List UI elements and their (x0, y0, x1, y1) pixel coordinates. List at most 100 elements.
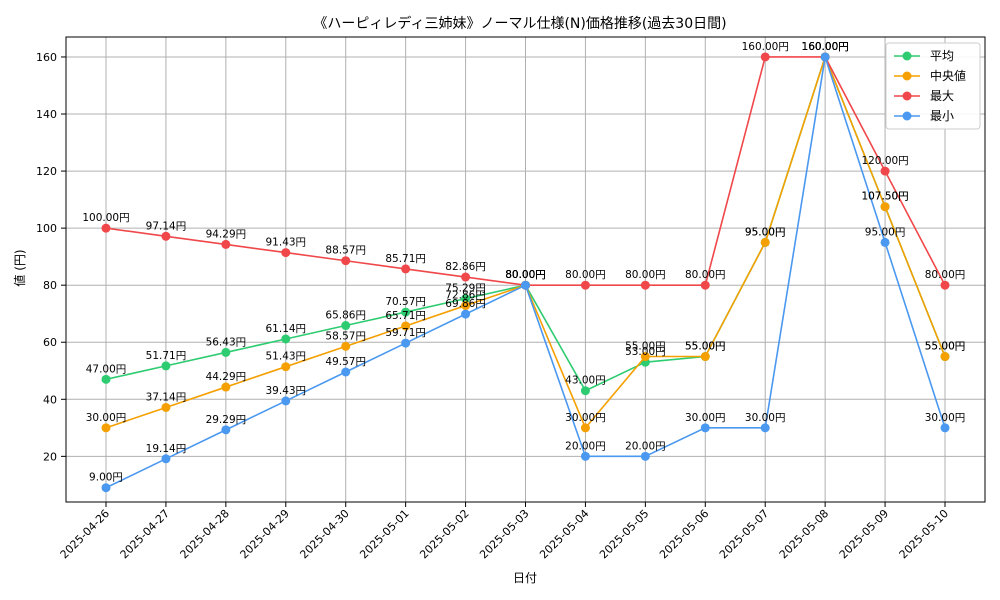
data-label: 55.00円 (925, 341, 966, 353)
data-label: 53.00円 (625, 346, 666, 358)
series-point (341, 341, 351, 351)
series-point (101, 374, 111, 384)
data-label: 80.00円 (685, 269, 726, 281)
series-lines (101, 52, 950, 493)
data-label: 120.00円 (861, 155, 908, 167)
series-point (401, 338, 411, 348)
series-point (221, 425, 231, 435)
y-tick-label: 60 (43, 336, 57, 349)
data-label: 55.00円 (685, 341, 726, 353)
legend-label: 最小 (930, 109, 954, 123)
data-label: 55.00円 (685, 341, 726, 353)
data-label: 58.57円 (325, 330, 366, 342)
series-point (401, 307, 411, 317)
series-point (161, 231, 171, 241)
data-label: 94.29円 (206, 228, 247, 240)
series-point (940, 352, 950, 362)
data-label: 80.00円 (505, 269, 546, 281)
legend-swatch-marker (902, 111, 912, 121)
y-tick-label: 160 (36, 51, 57, 64)
data-label: 88.57円 (325, 245, 366, 257)
data-label: 30.00円 (745, 412, 786, 424)
series-point (880, 166, 890, 176)
x-tick-label: 2025-05-04 (537, 507, 591, 561)
data-label: 80.00円 (505, 269, 546, 281)
legend-label: 中央値 (930, 68, 966, 83)
series-point (760, 423, 770, 433)
series-point (161, 361, 171, 371)
data-label: 70.57円 (385, 296, 426, 308)
series-point (461, 272, 471, 282)
data-label: 51.71円 (146, 350, 187, 362)
data-label: 107.50円 (861, 191, 908, 203)
data-label: 160.00円 (802, 41, 849, 53)
data-label: 44.29円 (206, 371, 247, 383)
series-point (580, 386, 590, 396)
series-point (700, 280, 710, 290)
data-label: 80.00円 (625, 269, 666, 281)
data-label: 91.43円 (266, 237, 307, 249)
series-point (281, 334, 291, 344)
series-point (101, 223, 111, 233)
x-tick-label: 2025-05-08 (777, 507, 831, 561)
data-label: 65.86円 (325, 310, 366, 322)
data-label: 85.71円 (385, 253, 426, 265)
series-point (700, 352, 710, 362)
series-point (101, 483, 111, 493)
series-point (880, 202, 890, 212)
series-point (101, 423, 111, 433)
series-point (221, 347, 231, 357)
legend-swatch-marker (902, 71, 912, 81)
data-label: 80.00円 (565, 269, 606, 281)
data-label: 56.43円 (206, 336, 247, 348)
data-label: 9.00円 (89, 472, 123, 484)
data-label: 95.00円 (745, 226, 786, 238)
data-label: 20.00円 (565, 440, 606, 452)
series-point (820, 52, 830, 62)
series-point (461, 309, 471, 319)
data-label: 160.00円 (742, 41, 789, 53)
y-tick-label: 140 (36, 108, 57, 121)
legend-swatch-marker (902, 51, 912, 61)
series-point (940, 423, 950, 433)
x-tick-label: 2025-04-29 (238, 507, 292, 561)
x-tick-label: 2025-04-28 (178, 507, 232, 561)
x-tick-label: 2025-05-02 (417, 507, 471, 561)
chart-title: 《ハーピィレディ三姉妹》ノーマル仕様(N)価格推移(過去30日間) (313, 15, 726, 32)
data-label: 39.43円 (266, 385, 307, 397)
series-point (580, 280, 590, 290)
series-point (161, 402, 171, 412)
x-tick-label: 2025-04-30 (297, 507, 351, 561)
y-axis-label: 値 (円) (12, 249, 27, 286)
data-label: 55.00円 (625, 341, 666, 353)
y-tick-label: 20 (43, 450, 57, 463)
x-tick-label: 2025-04-26 (58, 507, 112, 561)
data-label: 55.00円 (925, 341, 966, 353)
x-tick-label: 2025-05-03 (477, 507, 531, 561)
data-label: 30.00円 (86, 412, 127, 424)
data-label: 97.14円 (146, 220, 187, 232)
data-label: 95.00円 (745, 226, 786, 238)
x-tick-label: 2025-05-06 (657, 507, 711, 561)
series-point (700, 423, 710, 433)
series-point (640, 451, 650, 461)
data-label: 80.00円 (505, 269, 546, 281)
data-label: 72.86円 (445, 290, 486, 302)
legend-box (885, 42, 981, 130)
series-point (521, 280, 530, 290)
data-label: 80.00円 (505, 269, 546, 281)
data-label: 61.14円 (266, 323, 307, 335)
series-point (161, 454, 171, 464)
series-point (640, 280, 650, 290)
data-label: 30.00円 (925, 412, 966, 424)
data-label: 47.00円 (86, 363, 127, 375)
data-label: 51.43円 (266, 351, 307, 363)
series-point (281, 396, 291, 406)
series-point (221, 239, 231, 249)
data-label: 30.00円 (685, 412, 726, 424)
data-label: 160.00円 (802, 41, 849, 53)
data-label: 80.00円 (925, 269, 966, 281)
series-point (640, 352, 650, 362)
